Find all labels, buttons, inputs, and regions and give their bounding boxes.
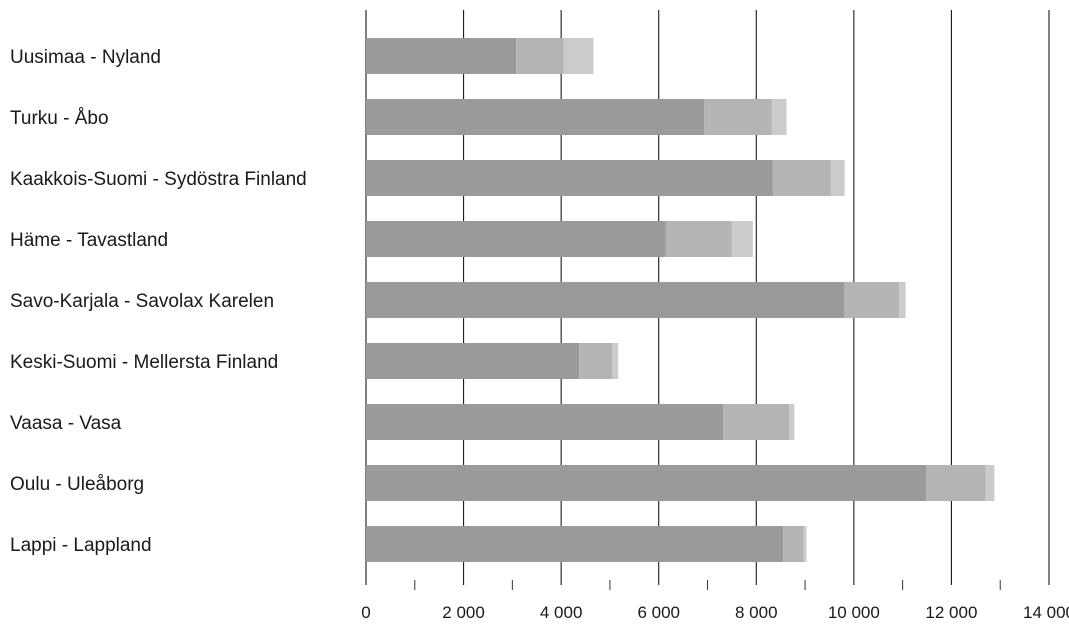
category-label: Kaakkois-Suomi - Sydöstra Finland xyxy=(10,169,307,190)
bar-segment-1 xyxy=(366,404,724,440)
x-tick-label: 12 000 xyxy=(925,603,977,622)
bar-segment-3 xyxy=(731,221,753,257)
bar-segment-3 xyxy=(830,160,845,196)
bar-segment-1 xyxy=(366,160,773,196)
x-tick-label: 14 000 xyxy=(1023,603,1069,622)
bar-segment-3 xyxy=(771,99,787,135)
bar-segment-1 xyxy=(366,99,705,135)
x-tick-label: 4 000 xyxy=(540,603,583,622)
x-tick-label: 10 000 xyxy=(828,603,880,622)
bar-segment-1 xyxy=(366,282,845,318)
x-tick-label: 0 xyxy=(361,603,370,622)
category-label: Lappi - Lappland xyxy=(10,535,152,556)
bar-segment-1 xyxy=(366,38,517,74)
category-label: Savo-Karjala - Savolax Karelen xyxy=(10,291,274,312)
category-labels: Uusimaa - Nyland Turku - Åbo Kaakkois-Suom… xyxy=(10,47,307,556)
category-label: Keski-Suomi - Mellersta Finland xyxy=(10,352,278,373)
bar-segment-3 xyxy=(612,343,619,379)
bar-segment-1 xyxy=(366,526,784,562)
bar-segment-3 xyxy=(985,465,995,501)
bar-segment-2 xyxy=(772,160,831,196)
category-label: Uusimaa - Nyland xyxy=(10,47,161,68)
x-tick-label: 8 000 xyxy=(735,603,778,622)
bar-segment-1 xyxy=(366,343,580,379)
category-label: Vaasa - Vasa xyxy=(10,413,122,434)
bar-segment-2 xyxy=(926,465,986,501)
bar-segment-2 xyxy=(783,526,804,562)
bar-segment-2 xyxy=(704,99,772,135)
bars xyxy=(366,38,995,562)
bar-segment-2 xyxy=(723,404,789,440)
bar-segment-2 xyxy=(516,38,564,74)
category-label: Oulu - Uleåborg xyxy=(10,474,144,495)
x-tick-label: 6 000 xyxy=(637,603,680,622)
bar-segment-1 xyxy=(366,221,666,257)
bar-segment-1 xyxy=(366,465,927,501)
bar-segment-2 xyxy=(844,282,900,318)
bar-segment-2 xyxy=(579,343,613,379)
bar-segment-3 xyxy=(563,38,594,74)
category-label: Turku - Åbo xyxy=(10,108,109,129)
x-tick-label: 2 000 xyxy=(442,603,485,622)
bar-segment-3 xyxy=(803,526,807,562)
bar-segment-3 xyxy=(899,282,906,318)
category-label: Häme - Tavastland xyxy=(10,230,168,251)
bar-segment-2 xyxy=(665,221,732,257)
x-axis-ticks: 0 2 000 4 000 6 000 8 000 10 000 12 000 14 000 xyxy=(361,580,1069,622)
bar-segment-3 xyxy=(788,404,795,440)
